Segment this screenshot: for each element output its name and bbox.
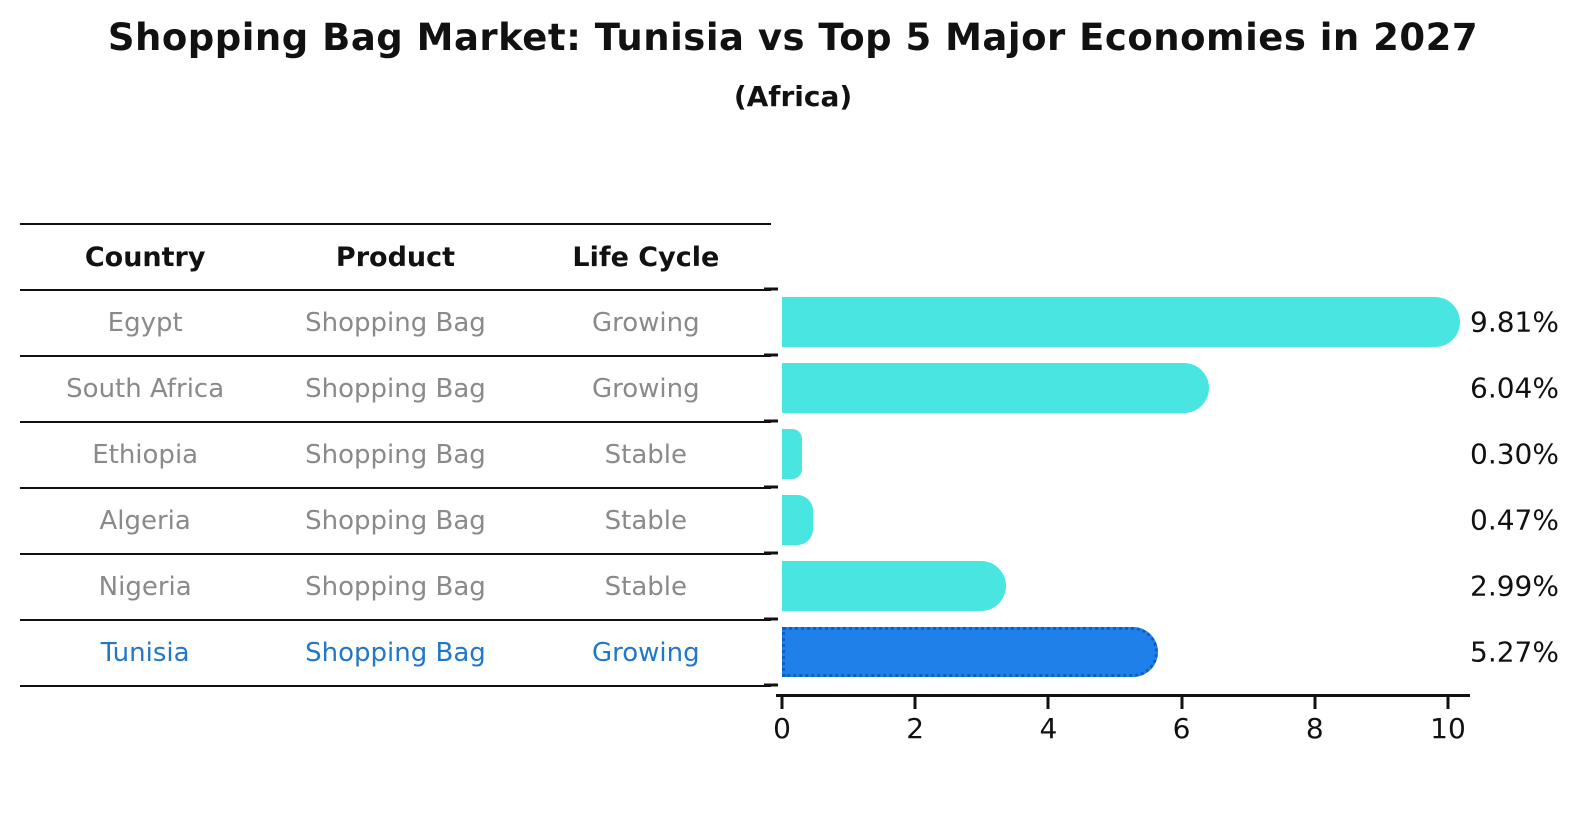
table-row-south-africa: South Africa Shopping Bag Growing: [20, 357, 771, 423]
x-tick-label: 0: [773, 712, 791, 745]
table-row-egypt: Egypt Shopping Bag Growing: [20, 291, 771, 357]
table-header-country: Country: [84, 241, 206, 273]
product-cell: Shopping Bag: [305, 572, 486, 602]
table-header-life-cycle: Life Cycle: [572, 241, 720, 273]
bar-ethiopia: [782, 429, 802, 479]
country-cell: Tunisia: [100, 638, 190, 668]
product-cell: Shopping Bag: [305, 440, 486, 470]
x-axis: [776, 694, 1470, 697]
product-cell: Shopping Bag: [305, 506, 486, 536]
x-tick: [1046, 697, 1050, 709]
y-tick: [764, 485, 778, 489]
product-cell: Shopping Bag: [305, 374, 486, 404]
table-row-algeria: Algeria Shopping Bag Stable: [20, 489, 771, 555]
value-label: 0.30%: [1470, 437, 1559, 471]
x-tick: [1446, 697, 1450, 709]
country-cell: Ethiopia: [92, 440, 199, 470]
table-row-tunisia: Tunisia Shopping Bag Growing: [20, 621, 771, 685]
bar-tunisia: [782, 627, 1158, 677]
product-cell: Shopping Bag: [305, 308, 486, 338]
y-tick: [764, 617, 778, 621]
life-cycle-cell: Growing: [591, 308, 700, 338]
country-cell: Egypt: [107, 308, 183, 338]
life-cycle-cell: Growing: [591, 374, 700, 404]
table-header-product: Product: [335, 241, 456, 273]
bar-algeria: [782, 495, 814, 545]
x-tick: [913, 697, 917, 709]
country-cell: Algeria: [99, 506, 191, 536]
chart-title: Shopping Bag Market: Tunisia vs Top 5 Ma…: [107, 16, 1479, 59]
country-cell: South Africa: [66, 374, 225, 404]
life-cycle-cell: Stable: [604, 440, 687, 470]
table-header-row: Country Product Life Cycle: [20, 225, 771, 291]
country-cell: Nigeria: [98, 572, 192, 602]
x-tick-label: 6: [1172, 712, 1191, 745]
bar-egypt: [782, 297, 1461, 347]
life-cycle-cell: Stable: [604, 506, 687, 536]
life-cycle-cell: Growing: [591, 638, 700, 668]
x-tick-label: 10: [1430, 712, 1466, 745]
y-tick: [764, 419, 778, 423]
product-cell: Shopping Bag: [305, 638, 486, 668]
value-label: 6.04%: [1470, 371, 1559, 405]
y-tick: [764, 287, 778, 291]
x-tick: [1180, 697, 1184, 709]
x-tick-label: 2: [906, 712, 925, 745]
chart-subtitle: (Africa): [733, 80, 853, 113]
bar-nigeria: [782, 561, 1007, 611]
y-tick: [764, 683, 778, 687]
value-label: 9.81%: [1470, 305, 1559, 339]
y-tick: [764, 353, 778, 357]
value-label: 0.47%: [1470, 503, 1559, 537]
life-cycle-cell: Stable: [604, 572, 687, 602]
table-row-ethiopia: Ethiopia Shopping Bag Stable: [20, 423, 771, 489]
value-label: 5.27%: [1470, 635, 1559, 669]
value-label: 2.99%: [1470, 569, 1559, 603]
x-tick-label: 8: [1305, 712, 1324, 745]
bar-south-africa: [782, 363, 1210, 413]
x-tick: [1313, 697, 1317, 709]
x-tick-label: 4: [1039, 712, 1058, 745]
table-row-nigeria: Nigeria Shopping Bag Stable: [20, 555, 771, 621]
country-table: Country Product Life Cycle Egypt Shopping Ba…: [20, 223, 771, 687]
x-tick: [780, 697, 784, 709]
y-tick: [764, 551, 778, 555]
